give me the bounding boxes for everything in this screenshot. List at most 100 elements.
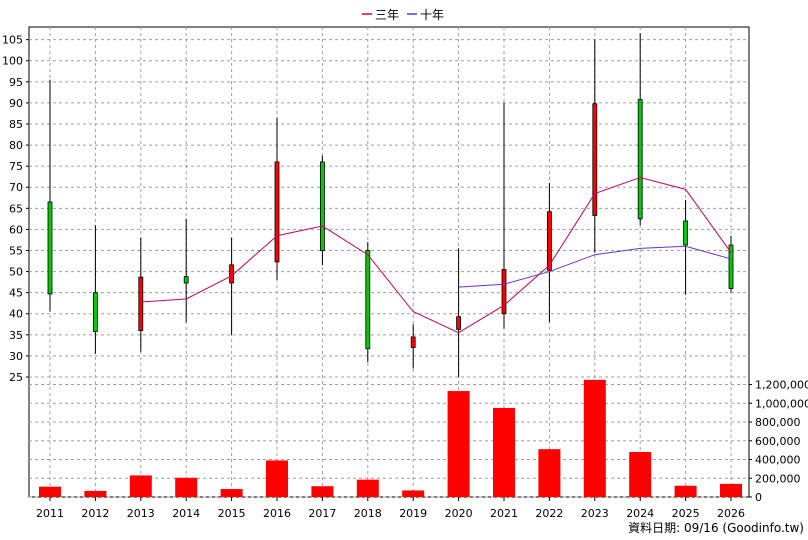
x-tick-label: 2022: [535, 507, 563, 520]
price-tick-label: 75: [9, 160, 23, 173]
price-tick-label: 35: [9, 329, 23, 342]
x-tick-label: 2018: [354, 507, 382, 520]
candle-body-up: [274, 161, 280, 263]
price-tick-label: 100: [2, 55, 23, 68]
legend-label-ma10: 十年: [420, 8, 444, 22]
volume-bar: [311, 486, 334, 497]
candlestick: [229, 237, 235, 335]
x-tick-label: 2011: [36, 507, 64, 520]
price-tick-label: 70: [9, 181, 23, 194]
ma-line-10yr: [458, 245, 732, 288]
candlestick: [319, 155, 325, 266]
volume-tick-label: 400,000: [755, 454, 801, 467]
volume-bar: [84, 490, 107, 497]
volume-bar: [266, 460, 288, 497]
volume-tick-label: 600,000: [755, 435, 801, 448]
volume-bar: [538, 449, 561, 497]
candlestick: [93, 225, 98, 354]
volume-bar: [583, 379, 606, 497]
candle-body-down: [728, 244, 734, 289]
candlestick: [410, 324, 416, 369]
price-tick-label: 90: [9, 97, 23, 110]
price-axis: 25 30 35 40 45 50 55 60 65 70 75 80 85 90 95 100 105: [2, 34, 29, 384]
candlestick: [728, 235, 734, 293]
source-label: 資料日期: 09/16 (Goodinfo.tw): [628, 521, 804, 535]
volume-bar: [402, 490, 425, 497]
x-tick-label: 2017: [308, 507, 336, 520]
x-tick-label: 2023: [581, 507, 609, 520]
price-tick-label: 50: [9, 266, 23, 279]
price-tick-label: 80: [9, 139, 23, 152]
volume-axis: 0 200,000 400,000 600,000 800,000 1,000,000 1,…: [749, 379, 808, 504]
price-tick-label: 105: [2, 34, 23, 47]
x-tick-label: 2014: [172, 507, 200, 520]
price-tick-label: 65: [9, 202, 23, 215]
x-tick-label: 2021: [490, 507, 518, 520]
candlestick: [274, 117, 280, 281]
price-tick-label: 45: [9, 287, 23, 300]
x-tick-label: 2016: [263, 507, 291, 520]
volume-bar: [720, 483, 742, 497]
volume-bar: [493, 407, 515, 497]
candle-body-up: [456, 316, 462, 330]
volume-bar: [447, 391, 470, 497]
candlestick: [138, 237, 144, 352]
x-tick-label: 2025: [672, 507, 700, 520]
plot-border: [28, 26, 750, 498]
volume-tick-label: 200,000: [755, 472, 801, 485]
candle-body-down: [93, 292, 98, 332]
candle-body-up: [410, 336, 416, 348]
legend-label-ma3: 三年: [375, 8, 399, 22]
candlestick: [456, 248, 462, 377]
candle-body-up: [547, 211, 552, 271]
price-tick-label: 30: [9, 350, 23, 363]
price-tick-label: 95: [9, 76, 23, 89]
candle-body-down: [47, 201, 53, 295]
x-axis: 2011 2012 2013 2014 2015 2016 2017 2018 2019 2020…: [36, 497, 745, 520]
price-tick-label: 85: [9, 118, 23, 131]
volume-tick-label: 1,000,000: [755, 397, 808, 410]
candlestick: [47, 79, 53, 312]
candlestick: [683, 199, 688, 295]
volume-bar: [220, 489, 243, 497]
candle-body-down: [319, 161, 325, 251]
price-tick-label: 40: [9, 308, 23, 321]
volume-bars: [39, 379, 742, 497]
x-tick-label: 2020: [445, 507, 473, 520]
x-tick-label: 2013: [127, 507, 155, 520]
candlestick: [501, 102, 507, 329]
volume-tick-label: 1,200,000: [755, 379, 808, 392]
volume-bar: [175, 477, 198, 497]
price-tick-label: 60: [9, 223, 23, 236]
volume-bar: [629, 452, 652, 497]
volume-bar: [674, 485, 697, 497]
candle-body-up: [138, 276, 144, 332]
moving-average-lines: [140, 177, 732, 334]
volume-tick-label: 800,000: [755, 416, 801, 429]
candle-body-up: [501, 269, 507, 315]
candlestick: [592, 39, 598, 253]
candle-body-down: [365, 250, 371, 350]
plot-frame: [28, 26, 750, 498]
candlestick: [183, 218, 189, 323]
gridlines: [29, 27, 749, 498]
price-tick-label: 25: [9, 371, 23, 384]
legend: 三年 十年: [362, 8, 444, 22]
candlestick: [637, 33, 643, 226]
candle-body-up: [592, 103, 598, 216]
candle-body-down: [637, 99, 643, 220]
candlestick: [365, 242, 371, 363]
volume-bar: [129, 475, 152, 497]
price-tick-label: 55: [9, 244, 23, 257]
x-tick-label: 2015: [218, 507, 246, 520]
x-tick-label: 2012: [81, 507, 109, 520]
volume-bar: [39, 486, 61, 497]
x-tick-label: 2019: [399, 507, 427, 520]
candle-body-down: [683, 220, 688, 246]
candlestick: [547, 183, 552, 323]
candle-body-down: [183, 276, 189, 284]
candlesticks: [47, 33, 734, 377]
volume-tick-label: 0: [755, 491, 762, 504]
x-tick-label: 2026: [717, 507, 745, 520]
volume-bar: [356, 479, 379, 497]
